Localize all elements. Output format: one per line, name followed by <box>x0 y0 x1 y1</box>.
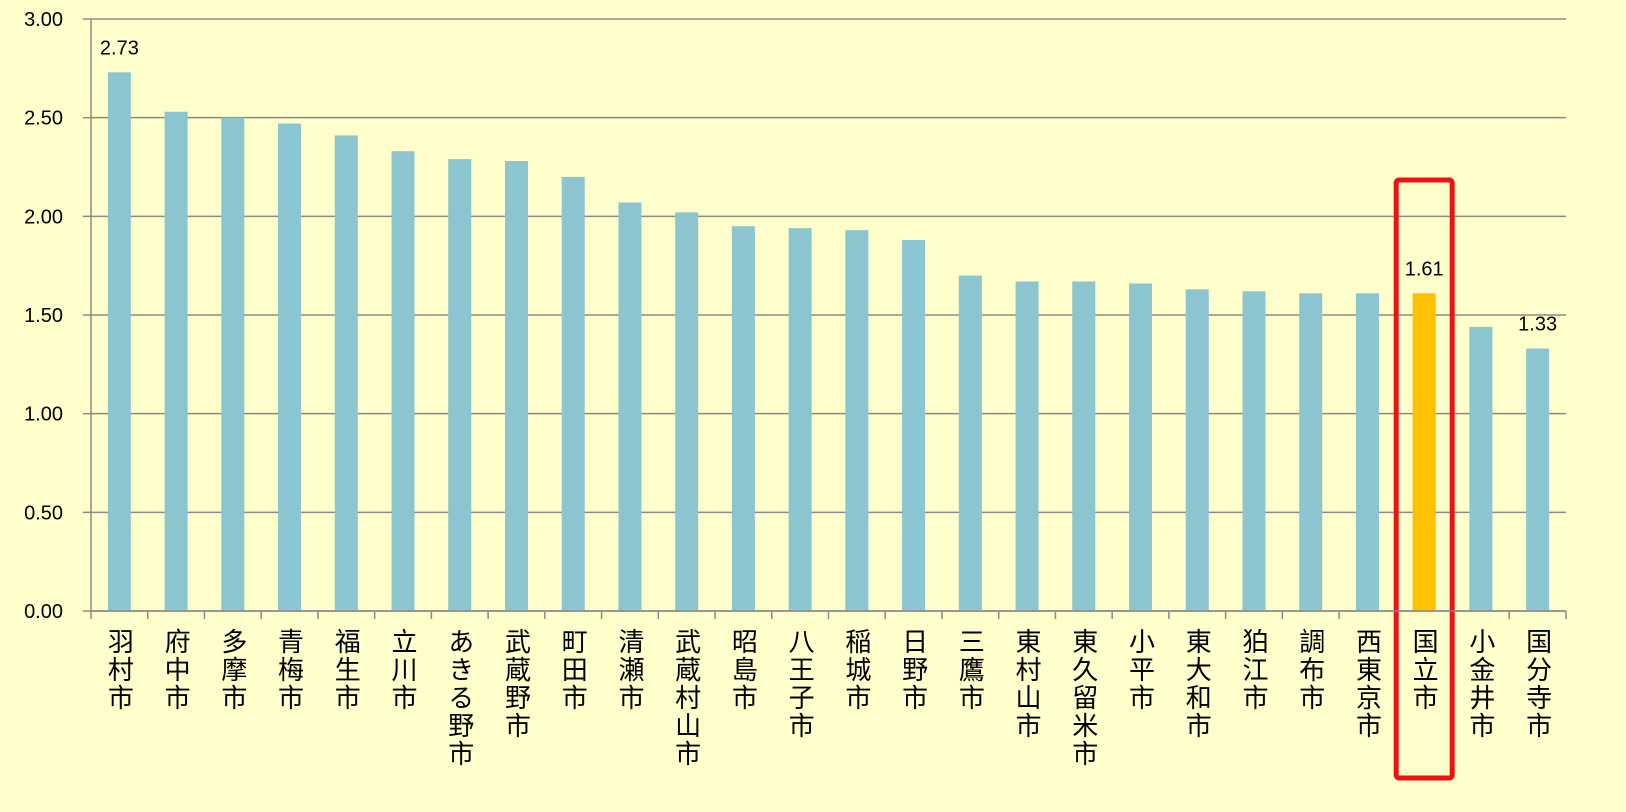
value-label: 2.73 <box>100 37 139 59</box>
x-tick-label: 三鷹市 <box>955 628 985 712</box>
bar <box>1072 281 1096 611</box>
x-tick-label: 立川市 <box>388 628 418 712</box>
bar <box>675 212 699 612</box>
bar <box>788 228 812 611</box>
x-tick-label: あきる野市 <box>445 628 475 768</box>
x-tick-label: 清瀬市 <box>615 628 645 712</box>
x-tick-label: 国立市 <box>1409 628 1439 712</box>
bar <box>1242 291 1266 611</box>
x-tick-label: 小平市 <box>1126 628 1156 712</box>
bar <box>1129 283 1153 611</box>
x-tick-label: 八王子市 <box>785 628 815 740</box>
highlight-box <box>1393 177 1455 781</box>
bar <box>164 111 188 611</box>
x-tick-label: 西東京市 <box>1352 628 1382 740</box>
x-tick-label: 武蔵野市 <box>501 628 531 740</box>
bar <box>561 176 585 611</box>
bar <box>731 226 755 611</box>
x-tick-label: 武蔵村山市 <box>672 628 702 768</box>
x-tick-label: 福生市 <box>331 628 361 712</box>
x-tick-label: 青梅市 <box>275 628 305 712</box>
bar <box>1299 293 1323 611</box>
x-tick-label: 調布市 <box>1296 628 1326 712</box>
bar <box>1412 293 1436 611</box>
x-tick-label: 羽村市 <box>104 628 134 712</box>
x-tick-label: 多摩市 <box>218 628 248 712</box>
bar <box>1526 348 1550 611</box>
x-tick-label: 町田市 <box>558 628 588 712</box>
y-tick-label: 2.00 <box>24 206 63 228</box>
x-tick-label: 東久留米市 <box>1069 628 1099 768</box>
x-tick-label: 東大和市 <box>1182 628 1212 740</box>
bar <box>278 123 302 611</box>
y-tick-label: 0.00 <box>24 601 63 623</box>
y-tick-label: 2.50 <box>24 108 63 130</box>
bar <box>845 230 869 611</box>
value-label: 1.33 <box>1518 314 1557 336</box>
bar <box>334 135 358 611</box>
bar <box>1469 326 1493 611</box>
x-tick-label: 昭島市 <box>728 628 758 712</box>
bar <box>221 117 245 612</box>
x-tick-label: 狛江市 <box>1239 628 1269 712</box>
bar <box>958 275 982 611</box>
y-tick-label: 1.50 <box>24 305 63 327</box>
bar <box>107 72 131 611</box>
x-tick-label: 東村山市 <box>1012 628 1042 740</box>
bar <box>448 159 472 611</box>
value-label: 1.61 <box>1405 258 1444 280</box>
x-tick-label: 国分寺市 <box>1523 628 1553 740</box>
bar <box>902 240 926 611</box>
bar <box>618 202 642 611</box>
bar <box>1015 281 1039 611</box>
x-tick-label: 府中市 <box>161 628 191 712</box>
bar <box>1185 289 1209 611</box>
x-tick-label: 稲城市 <box>842 628 872 712</box>
bar <box>1355 293 1379 611</box>
y-tick-label: 1.00 <box>24 404 63 426</box>
bar <box>504 161 528 611</box>
x-tick-label: 日野市 <box>899 628 929 712</box>
x-tick-label: 小金井市 <box>1466 628 1496 740</box>
bar <box>391 151 415 612</box>
y-tick-label: 0.50 <box>24 502 63 524</box>
y-tick-label: 3.00 <box>24 9 63 31</box>
